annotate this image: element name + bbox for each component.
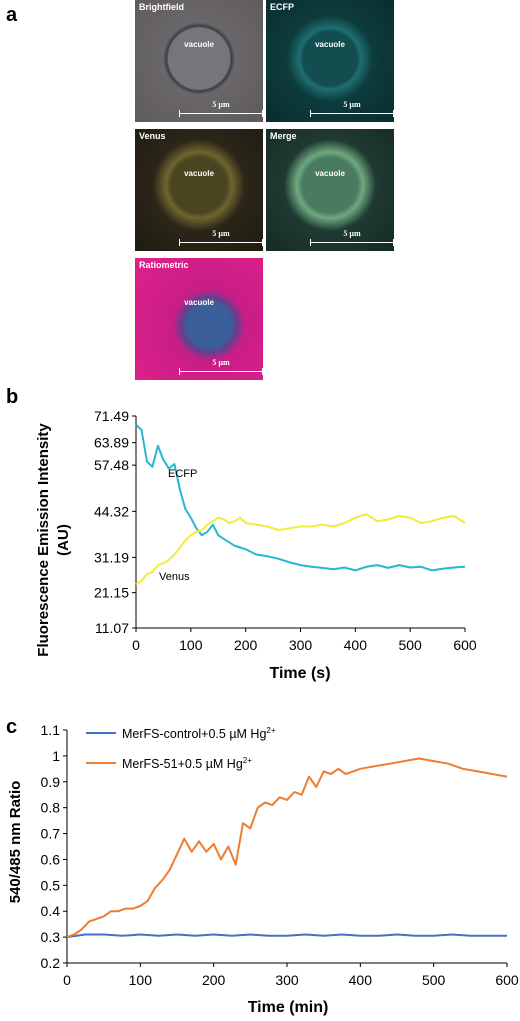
micrograph-ratiometric: Ratiometric vacuole 5 µm (135, 258, 263, 380)
b-y-tick-label: 57.48 (94, 457, 129, 473)
micrograph-label: Merge (270, 131, 297, 141)
scale-bar (310, 239, 394, 246)
b-series-line-1 (135, 513, 466, 586)
panel-letter-a: a (6, 4, 18, 26)
b-x-tick-label: 300 (289, 637, 313, 653)
micrograph-label: Ratiometric (139, 260, 189, 270)
vacuole-label: vacuole (184, 40, 214, 49)
scale-bar (179, 110, 263, 117)
micrograph-ecfp: ECFP vacuole 5 µm (266, 0, 394, 122)
scale-bar-label: 5 µm (212, 358, 230, 367)
scale-bar (310, 110, 394, 117)
scale-bar-label: 5 µm (212, 100, 230, 109)
b-y-tick-label: 71.49 (94, 408, 129, 424)
axis-label-y: (AU) (55, 524, 72, 556)
scale-bar-label: 5 µm (343, 229, 361, 238)
panel-letter-b: b (6, 386, 19, 408)
scale-bar (179, 368, 263, 375)
vacuole-label: vacuole (315, 40, 345, 49)
b-y-tick-label: 31.19 (94, 549, 129, 565)
micrograph-label: Venus (139, 131, 166, 141)
scale-bar-label: 5 µm (212, 229, 230, 238)
axis-label-y: Fluorescence Emission Intensity (35, 423, 52, 657)
series-label-venus: Venus (159, 571, 190, 583)
b-x-tick-label: 100 (179, 637, 203, 653)
b-x-tick-label: 600 (453, 637, 477, 653)
b-x-tick-label: 0 (132, 637, 140, 653)
panel-letter-c: c (6, 716, 18, 738)
b-x-tick-label: 400 (344, 637, 368, 653)
micrograph-label: Brightfield (139, 2, 184, 12)
axis-label-x: Time (s) (269, 665, 330, 682)
series-label-ecfp: ECFP (168, 468, 197, 480)
micrograph-label: ECFP (270, 2, 295, 12)
b-x-tick-label: 500 (398, 637, 422, 653)
b-x-tick-label: 200 (234, 637, 258, 653)
vacuole-label: vacuole (184, 298, 214, 307)
vacuole-label: vacuole (184, 169, 214, 178)
b-y-tick-label: 21.15 (94, 585, 129, 601)
scale-bar (179, 239, 263, 246)
scale-bar-label: 5 µm (343, 100, 361, 109)
b-series-line-0 (135, 423, 466, 572)
b-y-tick-label: 11.07 (95, 620, 129, 636)
micrograph-brightfield: Brightfield vacuole 5 µm (135, 0, 263, 122)
ylabel-b: Fluorescence Emission Intensity (AU) (35, 423, 72, 657)
micrograph-venus: Venus vacuole 5 µm (135, 129, 263, 251)
vacuole-label: vacuole (315, 169, 345, 178)
micrograph-merge: Merge vacuole 5 µm (266, 129, 394, 251)
b-y-tick-label: 44.32 (94, 503, 129, 519)
b-y-tick-label: 63.89 (94, 435, 129, 451)
